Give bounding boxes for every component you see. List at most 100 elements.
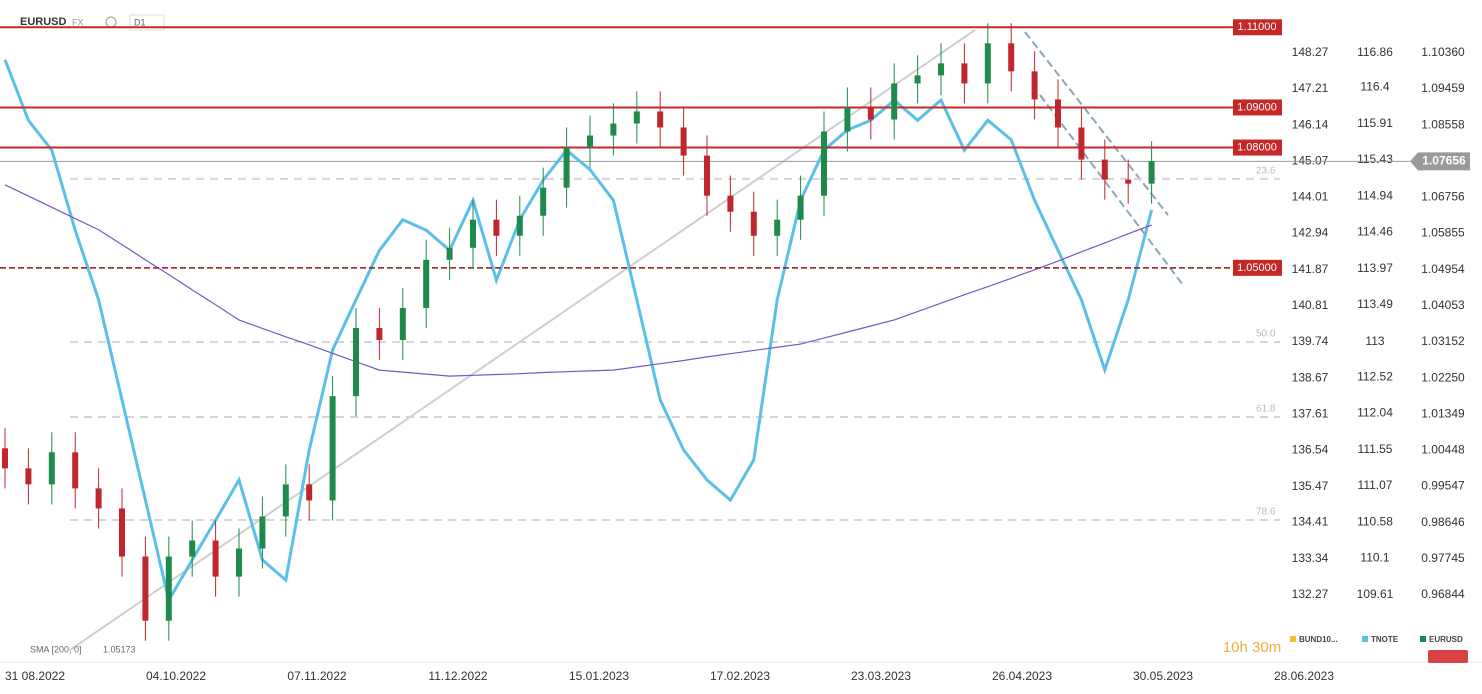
candle-body <box>1125 179 1132 184</box>
y-tick-label: 138.67 <box>1292 370 1329 384</box>
x-tick-label: 11.12.2022 <box>428 669 487 683</box>
y-tick-label: 1.05855 <box>1421 226 1465 240</box>
countdown: 10h 30m <box>1223 639 1281 656</box>
candle-body <box>25 468 32 485</box>
channel-line <box>1024 31 1169 216</box>
y-tick-label: 139.74 <box>1292 334 1329 348</box>
candle-body <box>1008 43 1015 72</box>
x-tick-label: 07.11.2022 <box>287 669 346 683</box>
x-tick-label: 23.03.2023 <box>851 669 911 683</box>
legend-swatch <box>1290 636 1296 642</box>
candle-body <box>1101 159 1108 180</box>
candle-body <box>891 83 898 120</box>
candle-body <box>540 187 547 216</box>
x-tick-label: 17.02.2023 <box>710 669 770 683</box>
y-tick-label: 1.10360 <box>1421 45 1465 59</box>
y-tick-label: 112.04 <box>1357 406 1393 420</box>
y-tick-label: 111.55 <box>1358 442 1393 456</box>
y-tick-label: 113.97 <box>1357 261 1393 275</box>
candle-body <box>329 396 336 501</box>
candle-body <box>984 43 991 84</box>
y-tick-label: 115.43 <box>1357 152 1393 166</box>
candle-body <box>774 219 781 236</box>
y-tick-label: 114.46 <box>1357 225 1393 239</box>
legend-swatch <box>1362 636 1368 642</box>
legend-label[interactable]: TNOTE <box>1371 635 1399 644</box>
legend-label[interactable]: BUND10... <box>1299 635 1338 644</box>
candle-body <box>1148 161 1155 184</box>
level-label: 1.09000 <box>1237 101 1277 113</box>
candle-body <box>610 123 617 136</box>
y-tick-label: 115.91 <box>1357 116 1393 130</box>
candle-body <box>95 488 102 509</box>
candle-body <box>165 556 172 621</box>
y-tick-label: 1.01349 <box>1421 406 1465 420</box>
channel-line <box>1039 94 1184 286</box>
symbol: EURUSD <box>20 16 67 28</box>
y-tick-label: 1.04053 <box>1421 298 1465 312</box>
current-price-badge <box>1410 152 1470 171</box>
sma-line <box>4 184 1152 377</box>
legend-swatch <box>1420 636 1426 642</box>
y-tick-label: 113.49 <box>1357 297 1393 311</box>
y-tick-label: 134.41 <box>1292 515 1329 529</box>
y-tick-label: 146.14 <box>1292 117 1329 131</box>
x-tick-label: 31 08.2022 <box>5 669 65 683</box>
y-tick-label: 1.03152 <box>1421 334 1465 348</box>
remove-button[interactable] <box>1428 650 1468 663</box>
candle-body <box>48 452 55 485</box>
candle-body <box>212 540 219 577</box>
candle-body <box>938 63 944 76</box>
x-tick-label: 04.10.2022 <box>146 669 206 683</box>
y-tick-label: 111.07 <box>1358 478 1393 492</box>
candle-body <box>119 508 125 557</box>
candle-body <box>353 327 359 397</box>
level-label: 1.11000 <box>1238 21 1277 33</box>
x-tick-label: 15.01.2023 <box>569 669 629 683</box>
y-tick-label: 0.99547 <box>1421 479 1465 493</box>
y-tick-label: 144.01 <box>1292 189 1329 203</box>
level-badge <box>1233 19 1282 36</box>
market: FX <box>72 17 84 27</box>
interval-box[interactable] <box>129 14 165 31</box>
y-tick-label: 1.08558 <box>1421 117 1465 131</box>
candle-body <box>844 107 851 132</box>
y-tick-label: 112.52 <box>1357 370 1393 384</box>
candle-body <box>587 135 593 148</box>
y-tick-label: 113 <box>1365 334 1384 348</box>
y-tick-label: 1.06756 <box>1421 190 1465 204</box>
x-tick-label: 30.05.2023 <box>1133 669 1193 683</box>
y-tick-label: 148.27 <box>1292 45 1329 59</box>
y-tick-label: 136.54 <box>1292 443 1329 457</box>
candle-body <box>446 247 453 260</box>
candle-body <box>72 452 79 489</box>
candle-body <box>961 63 968 84</box>
y-tick-label: 132.27 <box>1292 587 1329 601</box>
level-badge <box>1233 99 1282 116</box>
candle-body <box>1055 99 1061 128</box>
fib-label: 23.6 <box>1256 165 1276 176</box>
fib-label: 78.6 <box>1256 507 1276 518</box>
level-label: 1.05000 <box>1237 262 1277 274</box>
candle-body <box>142 556 149 621</box>
candle-body <box>282 484 289 517</box>
candle-body <box>259 516 266 549</box>
y-tick-label: 110.1 <box>1360 551 1389 565</box>
interval[interactable]: D1 <box>134 17 146 27</box>
candle-body <box>470 219 476 248</box>
y-tick-label: 1.09459 <box>1421 81 1465 95</box>
candle-body <box>306 484 313 501</box>
sma-value: 1.05173 <box>103 644 136 654</box>
level-badge <box>1233 139 1282 156</box>
candle-body <box>563 147 570 188</box>
legend-label[interactable]: EURUSD <box>1429 635 1463 644</box>
candle-body <box>633 111 640 124</box>
candle-body <box>704 155 710 196</box>
level-label: 1.08000 <box>1237 141 1277 153</box>
fib-label: 50.0 <box>1256 329 1276 340</box>
y-tick-label: 1.00448 <box>1421 443 1465 457</box>
candle-body <box>867 107 874 120</box>
sma-label: SMA [200, 0] <box>30 644 82 654</box>
y-tick-label: 0.97745 <box>1421 551 1465 565</box>
tnote-line <box>3 59 1154 605</box>
